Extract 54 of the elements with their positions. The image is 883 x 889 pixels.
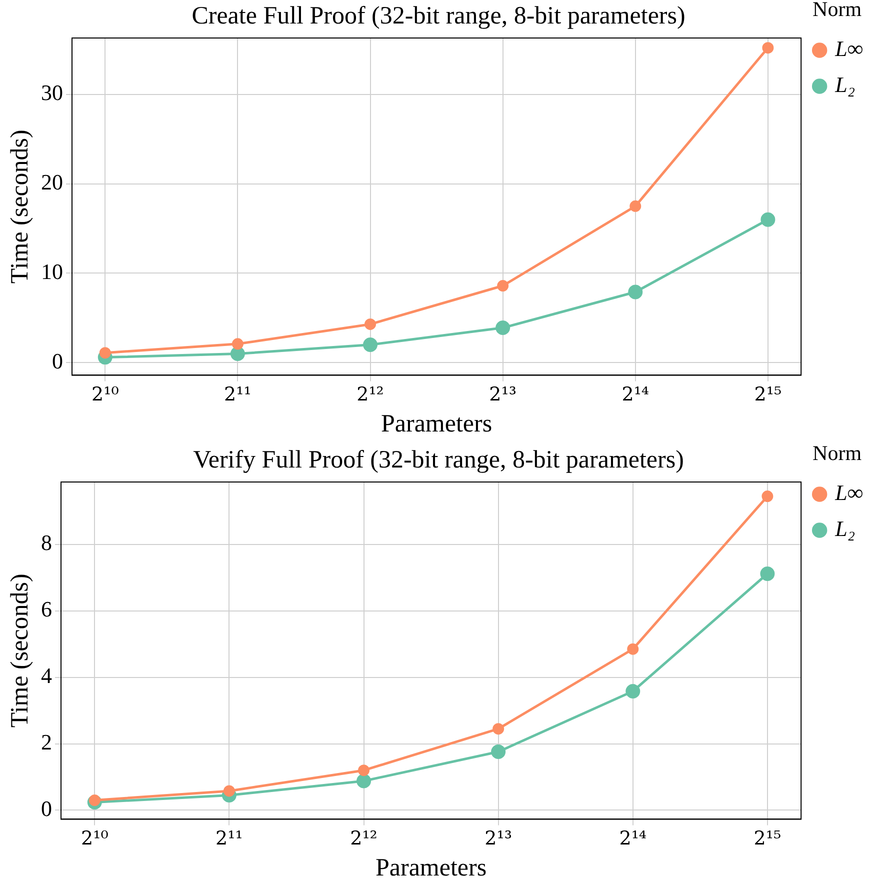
legend-label: L∞ [834, 36, 864, 61]
x-tick-label: 2¹⁵ [754, 384, 782, 406]
x-axis-title: Parameters [381, 410, 492, 438]
legend-title: Norm [812, 0, 862, 22]
x-tick-label: 2¹⁰ [80, 828, 109, 850]
x-axis-title: Parameters [376, 854, 487, 882]
y-tick-label: 30 [41, 80, 63, 106]
point [496, 320, 510, 336]
y-tick-label: 8 [41, 530, 52, 556]
chart-title: Verify Full Proof (32-bit range, 8-bit parameters) [193, 446, 684, 474]
point [364, 318, 376, 330]
point [358, 764, 370, 776]
point [88, 794, 100, 806]
point [492, 723, 504, 735]
y-tick-label: 0 [52, 348, 63, 374]
point [760, 212, 776, 227]
y-axis-title: Time (seconds) [6, 130, 34, 284]
x-tick-label: 2¹⁴ [619, 828, 647, 850]
point [628, 284, 643, 300]
point [760, 566, 775, 581]
point [491, 744, 506, 760]
x-tick-label: 2¹² [350, 828, 378, 850]
chart-title: Create Full Proof (32-bit range, 8-bit parameters) [192, 2, 686, 30]
legend-label: L₂ [834, 72, 856, 97]
y-axis-title: Time (seconds) [6, 574, 34, 728]
point [762, 490, 774, 502]
point [232, 338, 244, 350]
y-tick-label: 20 [41, 170, 63, 195]
point [356, 774, 372, 788]
point [762, 42, 774, 54]
legend-label: L∞ [834, 480, 864, 505]
x-tick-label: 2¹⁰ [91, 384, 120, 406]
x-tick-label: 2¹³ [489, 384, 516, 406]
x-tick-label: 2¹² [356, 384, 384, 406]
y-tick-label: 0 [41, 796, 52, 822]
point [223, 785, 235, 797]
x-tick-label: 2¹¹ [216, 828, 243, 850]
y-tick-label: 6 [41, 596, 52, 622]
point [626, 684, 640, 699]
y-tick-label: 10 [41, 259, 63, 284]
x-tick-label: 2¹⁴ [622, 384, 650, 406]
point [99, 347, 111, 359]
y-tick-label: 2 [41, 730, 52, 755]
y-tick-label: 4 [41, 663, 52, 688]
x-tick-label: 2¹⁵ [754, 828, 782, 850]
legend-title: Norm [812, 441, 862, 466]
point [497, 280, 509, 292]
x-tick-label: 2¹¹ [224, 384, 252, 406]
x-tick-label: 2¹³ [484, 828, 512, 850]
point [363, 338, 378, 352]
point [627, 643, 639, 655]
point [230, 346, 245, 361]
legend-label: L₂ [834, 516, 856, 541]
point [630, 200, 642, 212]
